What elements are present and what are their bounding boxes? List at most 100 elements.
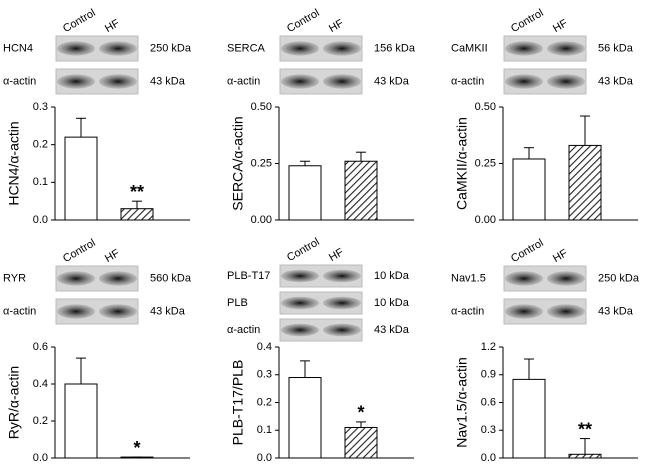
significance: * xyxy=(133,438,140,458)
blot-size: 250 kDa xyxy=(598,272,640,284)
lane-label: Control xyxy=(285,236,322,264)
blot-band xyxy=(547,74,585,89)
blot-size: 10 kDa xyxy=(374,297,410,309)
blot-band xyxy=(505,304,543,319)
error-bar xyxy=(356,151,366,162)
y-tick-label: 0.2 xyxy=(33,139,48,151)
error-bar xyxy=(76,357,86,384)
blot-band xyxy=(281,41,319,56)
bar xyxy=(64,136,98,221)
blot-size: 43 kDa xyxy=(598,75,634,87)
blot-label: α-actin xyxy=(3,305,36,317)
bar xyxy=(64,383,98,459)
blot-label: α-actin xyxy=(227,324,260,336)
y-axis-label: CaMKII/α-actin xyxy=(454,117,470,210)
blot-size: 56 kDa xyxy=(598,42,634,54)
lane-label: Control xyxy=(509,7,546,35)
blot-label: RYR xyxy=(3,272,26,284)
y-axis-label: SERCA/α-actin xyxy=(230,116,246,210)
blot-size: 156 kDa xyxy=(374,42,416,54)
y-tick-label: 0.3 xyxy=(481,424,496,436)
y-tick-label: 0.0 xyxy=(481,452,496,464)
blot-band xyxy=(99,271,137,286)
blot-label: CaMKII xyxy=(451,42,488,54)
lane-label: Control xyxy=(285,7,322,35)
blot-size: 43 kDa xyxy=(374,324,410,336)
y-tick-label: 0.25 xyxy=(251,157,272,169)
y-axis-label: Nav1.5/α-actin xyxy=(454,357,470,448)
blot-size: 43 kDa xyxy=(150,75,186,87)
lane-label: Control xyxy=(509,237,546,265)
blot-band xyxy=(547,271,585,286)
y-tick-label: 0.4 xyxy=(257,341,272,353)
blot-band xyxy=(505,271,543,286)
blot-band xyxy=(281,296,319,310)
lane-label: HF xyxy=(327,246,346,264)
blot-band xyxy=(57,271,95,286)
lane-label: Control xyxy=(61,237,98,265)
y-tick-label: 0.1 xyxy=(257,424,272,436)
lane-label: Control xyxy=(61,7,98,35)
blot-band xyxy=(505,74,543,89)
blot-size: 43 kDa xyxy=(150,305,186,317)
lane-label: HF xyxy=(327,17,346,35)
blot-label: HCN4 xyxy=(3,42,33,54)
y-tick-label: 0.25 xyxy=(475,157,496,169)
error-bar xyxy=(76,117,86,138)
blot-label: PLB xyxy=(227,297,248,309)
blot-band xyxy=(323,323,361,337)
blot-band xyxy=(99,304,137,319)
bar xyxy=(512,158,546,221)
y-tick-label: 0.2 xyxy=(33,415,48,427)
y-tick-label: 0.0 xyxy=(33,452,48,464)
blot-label: Nav1.5 xyxy=(451,272,486,284)
y-tick-label: 0.3 xyxy=(257,369,272,381)
blot-band xyxy=(323,269,361,283)
blot-band xyxy=(57,41,95,56)
bar xyxy=(512,378,546,459)
blot-band xyxy=(57,304,95,319)
bar xyxy=(120,208,154,221)
y-tick-label: 0.3 xyxy=(33,101,48,113)
blot-size: 43 kDa xyxy=(598,305,634,317)
blot-band xyxy=(99,74,137,89)
blot-band xyxy=(323,74,361,89)
y-tick-label: 0.00 xyxy=(251,214,272,226)
y-axis-label: HCN4/α-actin xyxy=(6,121,22,205)
y-tick-label: 0.2 xyxy=(257,396,272,408)
error-bar xyxy=(356,421,366,428)
bar xyxy=(288,377,322,459)
error-bar xyxy=(580,115,590,146)
blot-label: SERCA xyxy=(227,42,266,54)
lane-label: HF xyxy=(551,17,570,35)
bar xyxy=(344,426,378,459)
lane-label: HF xyxy=(103,17,122,35)
blot-band xyxy=(57,74,95,89)
bar xyxy=(568,453,602,459)
bar xyxy=(344,160,378,221)
y-tick-label: 1.2 xyxy=(481,341,496,353)
bar xyxy=(568,144,602,221)
error-bar xyxy=(524,358,534,380)
error-bar xyxy=(300,160,310,166)
y-tick-label: 0.4 xyxy=(33,378,48,390)
blot-label: α-actin xyxy=(3,75,36,87)
bar xyxy=(288,165,322,221)
blot-band xyxy=(281,323,319,337)
blot-band xyxy=(547,41,585,56)
blot-band xyxy=(323,296,361,310)
y-tick-label: 0.9 xyxy=(481,369,496,381)
y-tick-label: 0.6 xyxy=(481,396,496,408)
y-tick-label: 0.0 xyxy=(257,452,272,464)
y-tick-label: 0.50 xyxy=(251,101,272,113)
blot-band xyxy=(281,269,319,283)
blot-label: α-actin xyxy=(227,75,260,87)
lane-label: HF xyxy=(551,247,570,265)
blot-band xyxy=(281,74,319,89)
lane-label: HF xyxy=(103,247,122,265)
blot-size: 43 kDa xyxy=(374,75,410,87)
blot-label: α-actin xyxy=(451,305,484,317)
blot-band xyxy=(99,41,137,56)
